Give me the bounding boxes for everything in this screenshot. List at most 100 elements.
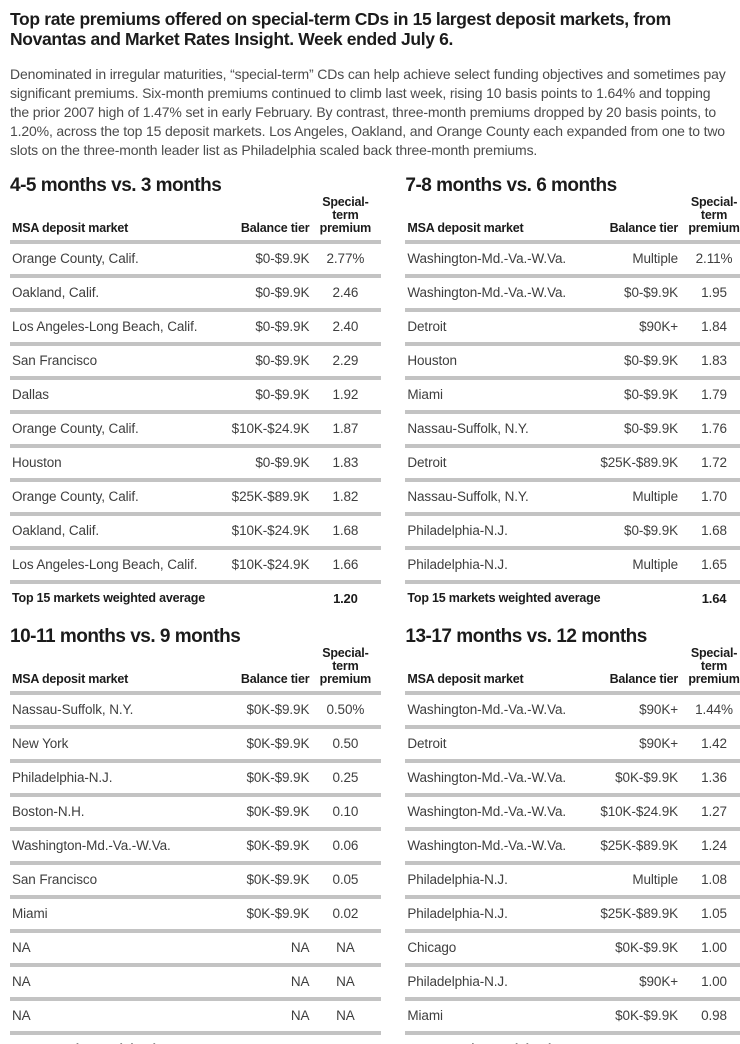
column-header-premium: Special-term premium <box>688 646 740 686</box>
market-cell: NA <box>12 1008 31 1023</box>
table-row: NA NA NA <box>10 963 382 997</box>
balance-tier-cell: $25K-$89.9K <box>600 906 679 921</box>
column-header-balance-tier: Balance tier <box>240 221 310 235</box>
premium-cell: 1.83 <box>332 455 359 470</box>
premium-cell: 1.65 <box>701 557 727 572</box>
weighted-average-value: 1.64 <box>701 591 727 606</box>
market-cell: Dallas <box>12 387 49 402</box>
balance-tier-cell: $90K+ <box>639 702 679 717</box>
balance-tier-cell: $25K-$89.9K <box>231 489 310 504</box>
table-row: Dallas $0-$9.9K 1.92 <box>10 376 382 410</box>
weighted-average-row: Top 15 markets weighted average 0.25 <box>10 1031 382 1044</box>
column-header-balance-tier: Balance tier <box>240 672 310 686</box>
market-cell: Philadelphia-N.J. <box>407 872 508 887</box>
premium-cell: 0.25 <box>332 770 359 785</box>
balance-tier-cell: NA <box>290 974 310 989</box>
table-row: Washington-Md.-Va.-W.Va. $0-$9.9K 1.95 <box>405 274 740 308</box>
balance-tier-cell: $90K+ <box>639 319 679 334</box>
market-cell: Washington-Md.-Va.-W.Va. <box>407 702 567 717</box>
report-title: Top rate premiums offered on special-ter… <box>10 9 671 49</box>
market-cell: San Francisco <box>12 872 97 887</box>
table-body: Washington-Md.-Va.-W.Va. $90K+ 1.44% Detroi… <box>405 691 740 1031</box>
market-cell: Detroit <box>407 736 447 751</box>
table-row: Philadelphia-N.J. $25K-$89.9K 1.05 <box>405 895 740 929</box>
premium-cell: 2.29 <box>332 353 359 368</box>
table-row: Houston $0-$9.9K 1.83 <box>10 444 382 478</box>
premium-cell: NA <box>336 940 355 955</box>
table-row: Philadelphia-N.J. $90K+ 1.00 <box>405 963 740 997</box>
premium-cell: 1.92 <box>332 387 359 402</box>
column-header-balance-tier: Balance tier <box>609 221 679 235</box>
table-title: 10-11 months vs. 9 months <box>10 626 241 647</box>
market-cell: Nassau-Suffolk, N.Y. <box>407 421 529 436</box>
premium-cell: 1.72 <box>701 455 727 470</box>
report-intro: Denominated in irregular maturities, “sp… <box>10 66 726 158</box>
table-title: 7-8 months vs. 6 months <box>405 175 617 196</box>
balance-tier-cell: $25K-$89.9K <box>600 455 679 470</box>
table-row: Oakland, Calif. $0-$9.9K 2.46 <box>10 274 382 308</box>
column-header-market: MSA deposit market <box>12 221 129 235</box>
premium-cell: NA <box>336 974 355 989</box>
table-row: Miami $0K-$9.9K 0.98 <box>405 997 740 1031</box>
premium-cell: 1.27 <box>701 804 727 819</box>
premium-cell: 1.79 <box>701 387 727 402</box>
weighted-average-label: Top 15 markets weighted average <box>407 591 601 605</box>
table-row: Detroit $90K+ 1.42 <box>405 725 740 759</box>
table-row: San Francisco $0-$9.9K 2.29 <box>10 342 382 376</box>
premium-cell: 1.42 <box>701 736 727 751</box>
weighted-average-row: Top 15 markets weighted average 1.64 <box>405 580 740 612</box>
market-cell: Nassau-Suffolk, N.Y. <box>407 489 529 504</box>
market-cell: Oakland, Calif. <box>12 523 100 538</box>
market-cell: NA <box>12 940 31 955</box>
balance-tier-cell: $0-$9.9K <box>255 455 310 470</box>
table-row: Philadelphia-N.J. Multiple 1.65 <box>405 546 740 580</box>
table-row: Nassau-Suffolk, N.Y. Multiple 1.70 <box>405 478 740 512</box>
table-row: Philadelphia-N.J. $0K-$9.9K 0.25 <box>10 759 382 793</box>
market-cell: Detroit <box>407 455 447 470</box>
premium-cell: 1.83 <box>701 353 727 368</box>
column-header-market: MSA deposit market <box>12 672 129 686</box>
column-header-market: MSA deposit market <box>407 221 524 235</box>
table-title: 4-5 months vs. 3 months <box>10 175 222 196</box>
balance-tier-cell: $0-$9.9K <box>255 353 310 368</box>
balance-tier-cell: $0K-$9.9K <box>246 736 310 751</box>
market-cell: Los Angeles-Long Beach, Calif. <box>12 557 198 572</box>
balance-tier-cell: Multiple <box>632 489 679 504</box>
table-row: Detroit $25K-$89.9K 1.72 <box>405 444 740 478</box>
table-row: Orange County, Calif. $10K-$24.9K 1.87 <box>10 410 382 444</box>
market-cell: Washington-Md.-Va.-W.Va. <box>407 838 567 853</box>
table-row: Washington-Md.-Va.-W.Va. $0K-$9.9K 0.06 <box>10 827 382 861</box>
balance-tier-cell: $0K-$9.9K <box>246 838 310 853</box>
market-cell: Oakland, Calif. <box>12 285 100 300</box>
table-row: Orange County, Calif. $0-$9.9K 2.77% <box>10 240 382 274</box>
balance-tier-cell: $0K-$9.9K <box>246 872 310 887</box>
table-row: Nassau-Suffolk, N.Y. $0-$9.9K 1.76 <box>405 410 740 444</box>
table-row: NA NA NA <box>10 997 382 1031</box>
weighted-average-row: Top 15 markets weighted average 0.84 <box>405 1031 740 1044</box>
market-cell: Philadelphia-N.J. <box>407 906 508 921</box>
balance-tier-cell: $0-$9.9K <box>624 387 679 402</box>
market-cell: NA <box>12 974 31 989</box>
table-row: Washington-Md.-Va.-W.Va. Multiple 2.11% <box>405 240 740 274</box>
premium-cell: NA <box>336 1008 355 1023</box>
table-10-11-vs-9-months: 10-11 months vs. 9 months MSA deposit ma… <box>10 624 382 1044</box>
balance-tier-cell: $0K-$9.9K <box>246 702 310 717</box>
balance-tier-cell: NA <box>290 1008 310 1023</box>
table-row: Houston $0-$9.9K 1.83 <box>405 342 740 376</box>
premium-cell: 1.66 <box>332 557 359 572</box>
table-4-5-vs-3-months: 4-5 months vs. 3 months MSA deposit mark… <box>10 173 382 612</box>
premium-cell: 2.46 <box>332 285 359 300</box>
tables-grid: 4-5 months vs. 3 months MSA deposit mark… <box>10 173 740 1044</box>
market-cell: Detroit <box>407 319 447 334</box>
premium-cell: 1.70 <box>701 489 727 504</box>
table-row: Orange County, Calif. $25K-$89.9K 1.82 <box>10 478 382 512</box>
table-row: Philadelphia-N.J. $0-$9.9K 1.68 <box>405 512 740 546</box>
market-cell: Orange County, Calif. <box>12 489 139 504</box>
market-cell: Houston <box>407 353 457 368</box>
premium-cell: 1.05 <box>701 906 727 921</box>
premium-cell: 0.05 <box>332 872 359 887</box>
market-cell: Miami <box>407 387 443 402</box>
premium-cell: 1.00 <box>701 974 727 989</box>
balance-tier-cell: $0-$9.9K <box>624 285 679 300</box>
market-cell: Houston <box>12 455 62 470</box>
